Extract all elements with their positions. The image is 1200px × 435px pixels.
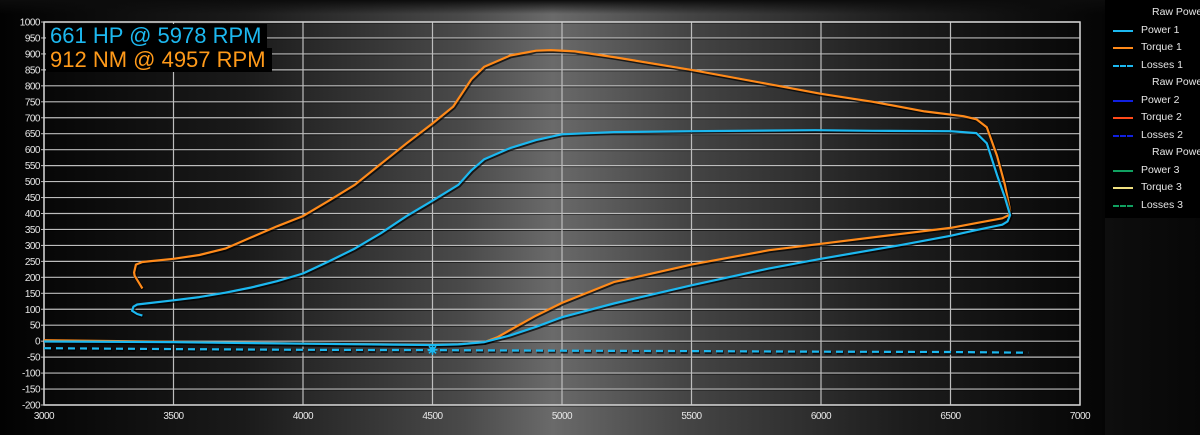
- legend-label: Torque 3: [1141, 181, 1182, 193]
- y-tick-label: -50: [27, 353, 41, 364]
- y-tick-label: 150: [25, 289, 41, 300]
- legend-label: Losses 2: [1141, 128, 1184, 141]
- legend-label: Power 1: [1141, 23, 1180, 36]
- legend-label: Losses 3: [1141, 198, 1184, 211]
- legend-swatch: [1113, 134, 1133, 137]
- y-tick-label: 550: [25, 161, 41, 172]
- legend: Raw Powe... Power 1 Torque 1 Losses 1 Raw Po…: [1105, 0, 1200, 218]
- legend-swatch: [1113, 169, 1133, 172]
- legend-panel-background: [1105, 218, 1200, 435]
- legend-item-torque-3[interactable]: Torque 3: [1105, 180, 1200, 196]
- y-tick-label: 250: [25, 257, 41, 268]
- y-tick-label: 900: [25, 49, 41, 60]
- legend-item-losses-3[interactable]: Losses 3: [1105, 198, 1200, 214]
- legend-group-header[interactable]: Raw Powe...: [1105, 5, 1200, 21]
- y-tick-label: 850: [25, 65, 41, 76]
- plot-frame: [43, 21, 1081, 406]
- y-tick-label: 650: [25, 129, 41, 140]
- legend-item-torque-2[interactable]: Torque 2: [1105, 110, 1200, 126]
- x-tick-label: 4500: [422, 411, 443, 422]
- y-tick-label: 450: [25, 193, 41, 204]
- y-tick-label: 600: [25, 145, 41, 156]
- legend-label: Torque 2: [1141, 111, 1182, 123]
- series-power-1: [43, 129, 1012, 347]
- x-tick-label: 6500: [940, 411, 961, 422]
- legend-label: Raw Powe...: [1152, 76, 1200, 88]
- legend-label: Raw Powe...: [1152, 6, 1200, 18]
- torque-peak-annotation: 912 NM @ 4957 RPM: [46, 48, 272, 72]
- legend-item-power-1[interactable]: Power 1: [1105, 23, 1200, 39]
- series-losses-1: [43, 347, 1029, 354]
- y-tick-label: 200: [25, 273, 41, 284]
- y-tick-label: 950: [25, 33, 41, 44]
- legend-item-power-3[interactable]: Power 3: [1105, 163, 1200, 179]
- legend-item-torque-1[interactable]: Torque 1: [1105, 40, 1200, 56]
- y-tick-label: -200: [22, 401, 41, 412]
- x-tick-label: 7000: [1070, 411, 1091, 422]
- y-tick-label: 50: [30, 321, 41, 332]
- x-tick-label: 5000: [552, 411, 573, 422]
- x-tick-label: 5500: [681, 411, 702, 422]
- chart-area: -200 -150 -100 -50 0 50 100 150 200 250 300 350 400 4…: [0, 0, 1105, 435]
- legend-label: Power 3: [1141, 163, 1180, 176]
- y-tick-label: 100: [25, 305, 41, 316]
- x-tick-label: 6000: [811, 411, 832, 422]
- legend-item-losses-1[interactable]: Losses 1: [1105, 58, 1200, 74]
- legend-item-power-2[interactable]: Power 2: [1105, 93, 1200, 109]
- legend-label: Losses 1: [1141, 58, 1184, 71]
- x-tick-label: 4000: [293, 411, 314, 422]
- y-tick-label: 0: [35, 337, 41, 348]
- legend-label: Power 2: [1141, 93, 1180, 106]
- legend-swatch: [1113, 64, 1133, 67]
- power-peak-annotation: 661 HP @ 5978 RPM: [46, 24, 268, 48]
- cursor-marker[interactable]: [429, 346, 436, 353]
- series-torque-1: [43, 49, 1012, 347]
- legend-label: Raw Powe...: [1152, 146, 1200, 158]
- y-tick-label: 400: [25, 209, 41, 220]
- y-tick-label: 1000: [20, 18, 41, 29]
- y-tick-label: 800: [25, 81, 41, 92]
- x-tick-label: 3000: [34, 411, 55, 422]
- legend-swatch: [1113, 204, 1133, 207]
- y-tick-label: 500: [25, 177, 41, 188]
- legend-swatch: [1113, 117, 1133, 119]
- y-tick-label: 300: [25, 241, 41, 252]
- legend-label: Torque 1: [1141, 41, 1182, 53]
- y-tick-label: 750: [25, 97, 41, 108]
- y-tick-label: -150: [22, 385, 41, 396]
- legend-swatch: [1113, 47, 1133, 49]
- legend-group-header[interactable]: Raw Powe...: [1105, 145, 1200, 161]
- legend-item-losses-2[interactable]: Losses 2: [1105, 128, 1200, 144]
- y-tick-label: -100: [22, 369, 41, 380]
- legend-swatch: [1113, 99, 1133, 102]
- legend-swatch: [1113, 29, 1133, 32]
- legend-swatch: [1113, 187, 1133, 189]
- y-tick-label: 700: [25, 113, 41, 124]
- x-tick-label: 3500: [163, 411, 184, 422]
- y-tick-label: 350: [25, 225, 41, 236]
- legend-group-header[interactable]: Raw Powe...: [1105, 75, 1200, 91]
